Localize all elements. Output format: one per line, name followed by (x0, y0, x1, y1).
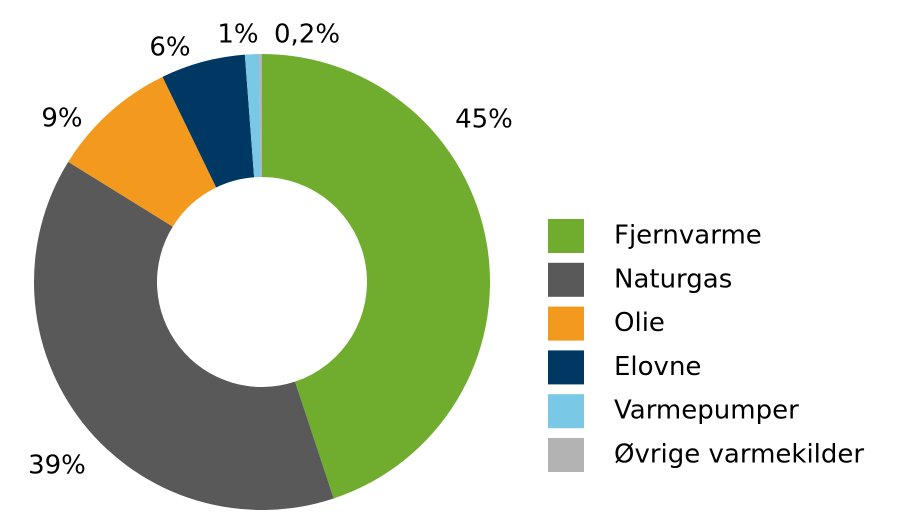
legend-swatch (548, 219, 584, 253)
donut-slice (68, 76, 217, 227)
data-label: 39% (28, 451, 86, 481)
legend-label: Elovne (614, 352, 701, 382)
donut-slice (34, 161, 334, 511)
legend-label: Varmepumper (614, 396, 799, 426)
data-label: 6% (149, 33, 190, 63)
donut-slice (244, 54, 261, 178)
legend-swatch (548, 306, 584, 341)
legend-swatch (548, 262, 584, 297)
legend-swatch (548, 394, 584, 429)
donut-slice (162, 54, 255, 188)
donut-slice (262, 54, 491, 499)
donut-slice (259, 54, 262, 178)
data-label: 9% (41, 104, 82, 134)
legend-swatch (548, 350, 584, 385)
legend-label: Fjernvarme (614, 221, 762, 251)
data-label: 1% (217, 20, 258, 50)
legend-label: Naturgas (614, 264, 732, 294)
legend-label: Øvrige varmekilder (614, 440, 864, 470)
data-label: 45% (455, 105, 513, 135)
legend-swatch (548, 438, 584, 472)
data-label: 0,2% (274, 20, 340, 50)
legend-label: Olie (614, 308, 665, 338)
